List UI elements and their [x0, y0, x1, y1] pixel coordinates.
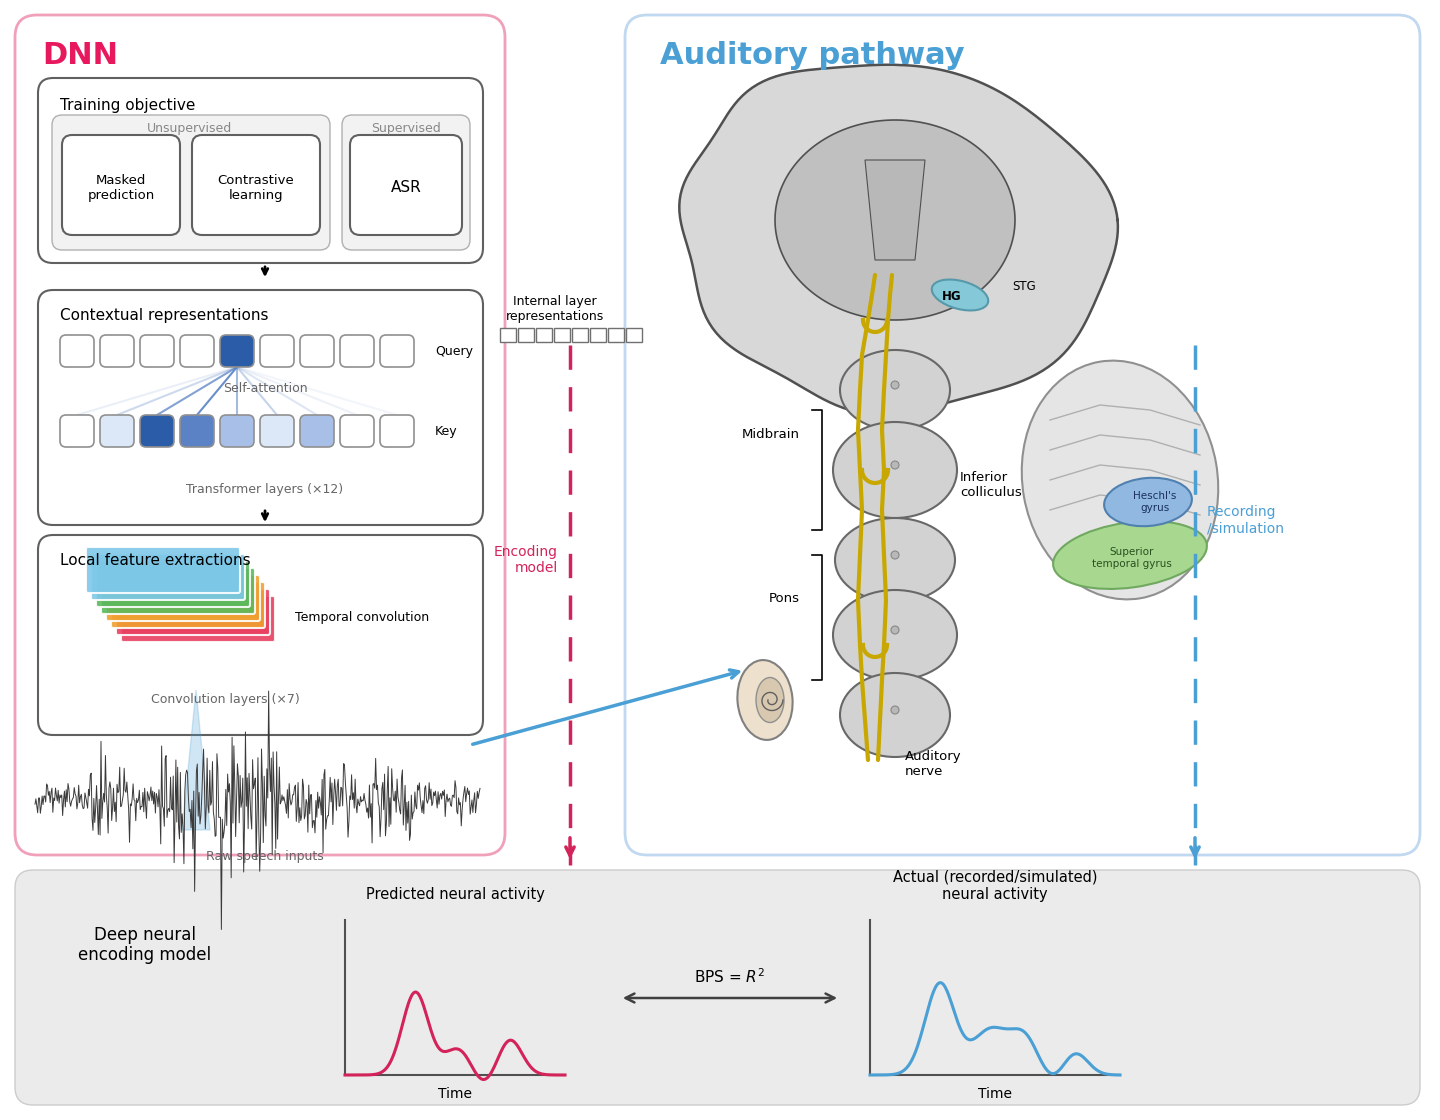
Ellipse shape [932, 280, 988, 310]
Polygon shape [181, 690, 210, 830]
FancyBboxPatch shape [107, 575, 261, 620]
Text: STG: STG [1012, 280, 1035, 293]
Bar [590, 328, 606, 342]
FancyBboxPatch shape [37, 535, 482, 735]
FancyBboxPatch shape [180, 416, 215, 447]
FancyBboxPatch shape [14, 870, 1420, 1105]
Text: Raw speech inputs: Raw speech inputs [206, 850, 324, 864]
FancyBboxPatch shape [180, 335, 215, 367]
FancyBboxPatch shape [14, 15, 505, 855]
Text: Supervised: Supervised [372, 122, 441, 136]
Text: Convolution layers (×7): Convolution layers (×7) [151, 693, 300, 707]
Text: Superior
temporal gyrus: Superior temporal gyrus [1092, 548, 1172, 569]
Ellipse shape [891, 706, 899, 715]
FancyBboxPatch shape [117, 589, 271, 635]
Ellipse shape [1053, 521, 1207, 589]
Bar [608, 328, 624, 342]
Bar [536, 328, 552, 342]
Text: Contextual representations: Contextual representations [60, 308, 268, 323]
Text: Unsupervised: Unsupervised [147, 122, 233, 136]
FancyBboxPatch shape [140, 335, 174, 367]
Text: HG: HG [942, 290, 962, 304]
Text: Auditory
nerve: Auditory nerve [904, 750, 962, 778]
FancyBboxPatch shape [140, 416, 174, 447]
FancyBboxPatch shape [99, 335, 134, 367]
FancyBboxPatch shape [625, 15, 1420, 855]
Ellipse shape [840, 673, 950, 757]
FancyBboxPatch shape [380, 416, 415, 447]
FancyBboxPatch shape [62, 136, 180, 235]
FancyBboxPatch shape [220, 416, 253, 447]
FancyBboxPatch shape [380, 335, 415, 367]
Bar [554, 328, 570, 342]
Polygon shape [865, 160, 924, 260]
FancyBboxPatch shape [261, 335, 294, 367]
Ellipse shape [1022, 361, 1218, 599]
Text: ASR: ASR [390, 180, 422, 196]
Ellipse shape [840, 349, 950, 430]
FancyBboxPatch shape [60, 416, 94, 447]
Text: Transformer layers (×12): Transformer layers (×12) [186, 484, 344, 496]
Text: Training objective: Training objective [60, 99, 196, 113]
Ellipse shape [737, 660, 792, 740]
Text: Heschl's
gyrus: Heschl's gyrus [1133, 492, 1176, 513]
FancyBboxPatch shape [37, 78, 482, 263]
Text: Temporal convolution: Temporal convolution [295, 612, 429, 625]
FancyBboxPatch shape [99, 416, 134, 447]
FancyBboxPatch shape [340, 416, 374, 447]
FancyBboxPatch shape [111, 582, 265, 628]
Text: Deep neural
encoding model: Deep neural encoding model [78, 925, 212, 964]
Text: DNN: DNN [42, 40, 118, 69]
FancyBboxPatch shape [52, 115, 330, 250]
FancyBboxPatch shape [350, 136, 462, 235]
FancyBboxPatch shape [192, 136, 320, 235]
Text: Time: Time [438, 1088, 472, 1101]
Bar [518, 328, 534, 342]
Text: Recording
/simulation: Recording /simulation [1207, 505, 1284, 535]
Text: Masked
prediction: Masked prediction [88, 174, 154, 202]
Ellipse shape [891, 381, 899, 389]
Ellipse shape [832, 590, 958, 680]
Text: Inferior
colliculus: Inferior colliculus [960, 472, 1022, 500]
Text: BPS = $R^2$: BPS = $R^2$ [694, 968, 766, 986]
Ellipse shape [891, 551, 899, 559]
FancyBboxPatch shape [91, 554, 245, 600]
FancyBboxPatch shape [121, 596, 275, 642]
FancyBboxPatch shape [300, 335, 334, 367]
FancyBboxPatch shape [261, 416, 294, 447]
Ellipse shape [756, 678, 783, 722]
Ellipse shape [891, 626, 899, 634]
Bar [500, 328, 516, 342]
Bar [626, 328, 642, 342]
Ellipse shape [891, 461, 899, 469]
Text: Key: Key [435, 424, 458, 438]
FancyBboxPatch shape [300, 416, 334, 447]
Ellipse shape [832, 422, 958, 517]
Text: Pons: Pons [769, 591, 801, 605]
FancyBboxPatch shape [60, 335, 94, 367]
FancyBboxPatch shape [220, 335, 253, 367]
FancyBboxPatch shape [96, 561, 251, 607]
FancyBboxPatch shape [101, 568, 255, 614]
Text: Contrastive
learning: Contrastive learning [217, 174, 294, 202]
Text: Time: Time [978, 1088, 1012, 1101]
Text: Internal layer
representations: Internal layer representations [505, 295, 605, 323]
FancyBboxPatch shape [86, 547, 240, 592]
Ellipse shape [1104, 478, 1192, 526]
Text: Auditory pathway: Auditory pathway [660, 40, 965, 69]
FancyBboxPatch shape [37, 290, 482, 525]
Text: Midbrain: Midbrain [742, 429, 801, 441]
Text: Query: Query [435, 345, 472, 357]
Ellipse shape [835, 517, 955, 603]
Text: Local feature extractions: Local feature extractions [60, 553, 251, 568]
FancyBboxPatch shape [340, 335, 374, 367]
Polygon shape [680, 65, 1117, 414]
Polygon shape [775, 120, 1015, 320]
Text: Self-attention: Self-attention [223, 382, 307, 394]
Text: Actual (recorded/simulated)
neural activity: Actual (recorded/simulated) neural activ… [893, 869, 1097, 902]
FancyBboxPatch shape [343, 115, 469, 250]
Bar [572, 328, 588, 342]
Text: Predicted neural activity: Predicted neural activity [366, 887, 544, 902]
Text: Encoding
model: Encoding model [494, 545, 559, 575]
